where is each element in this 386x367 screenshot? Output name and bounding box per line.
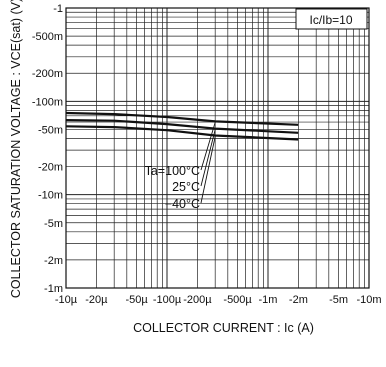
x-tick-label: -10µ xyxy=(55,294,78,306)
condition-legend: Ic/Ib=10 xyxy=(309,13,352,27)
grid xyxy=(65,8,369,289)
series-lines xyxy=(65,111,299,141)
y-tick-labels: -1 -500m -200m -100m -50m -20m -10m -5m -2m -1m xyxy=(32,3,63,295)
y-tick-label: -50m xyxy=(38,124,63,136)
x-tick-label: -20µ xyxy=(85,294,108,306)
series-line-0 xyxy=(65,111,299,126)
condition-legend-box xyxy=(295,8,368,30)
curve-label-0: Ta=100°C xyxy=(145,164,200,178)
y-tick-label: -2m xyxy=(44,255,63,267)
curve-label-2: −40°C xyxy=(165,197,200,211)
curve-leader-1 xyxy=(200,129,216,187)
x-tick-label: -500µ xyxy=(223,294,252,306)
y-tick-label: -1 xyxy=(53,3,63,15)
x-tick-label: -2m xyxy=(289,294,308,306)
curve-leader-0 xyxy=(200,122,216,171)
y-tick-label: -200m xyxy=(32,68,63,80)
curve-label-leaders xyxy=(200,122,216,204)
series-line-2 xyxy=(65,125,299,141)
x-tick-label: -10m xyxy=(356,294,381,306)
x-tick-label: -100µ xyxy=(153,294,182,306)
x-tick-label: -5m xyxy=(329,294,348,306)
curve-label-1: 25°C xyxy=(172,180,200,194)
y-tick-label: -10m xyxy=(38,190,63,202)
y-axis-title: COLLECTOR SATURATION VOLTAGE : VCE(sat) … xyxy=(9,0,23,298)
x-tick-label: -1m xyxy=(259,294,278,306)
plot-frame xyxy=(65,7,370,289)
y-tick-label: -1m xyxy=(44,283,63,295)
x-tick-label: -200µ xyxy=(183,294,212,306)
y-tick-label: -5m xyxy=(44,218,63,230)
x-axis-title: COLLECTOR CURRENT : Ic (A) xyxy=(133,321,314,335)
y-tick-label: -100m xyxy=(32,96,63,108)
y-tick-label: -20m xyxy=(38,162,63,174)
series-line-1 xyxy=(65,119,299,134)
x-tick-labels: -10µ -20µ -50µ -100µ -200µ -500µ -1m -2m -5m -10m xyxy=(55,294,382,306)
curve-leader-2 xyxy=(200,136,216,204)
y-tick-label: -500m xyxy=(32,31,63,43)
x-tick-label: -50µ xyxy=(125,294,148,306)
curve-labels: Ta=100°C 25°C −40°C xyxy=(145,164,200,211)
